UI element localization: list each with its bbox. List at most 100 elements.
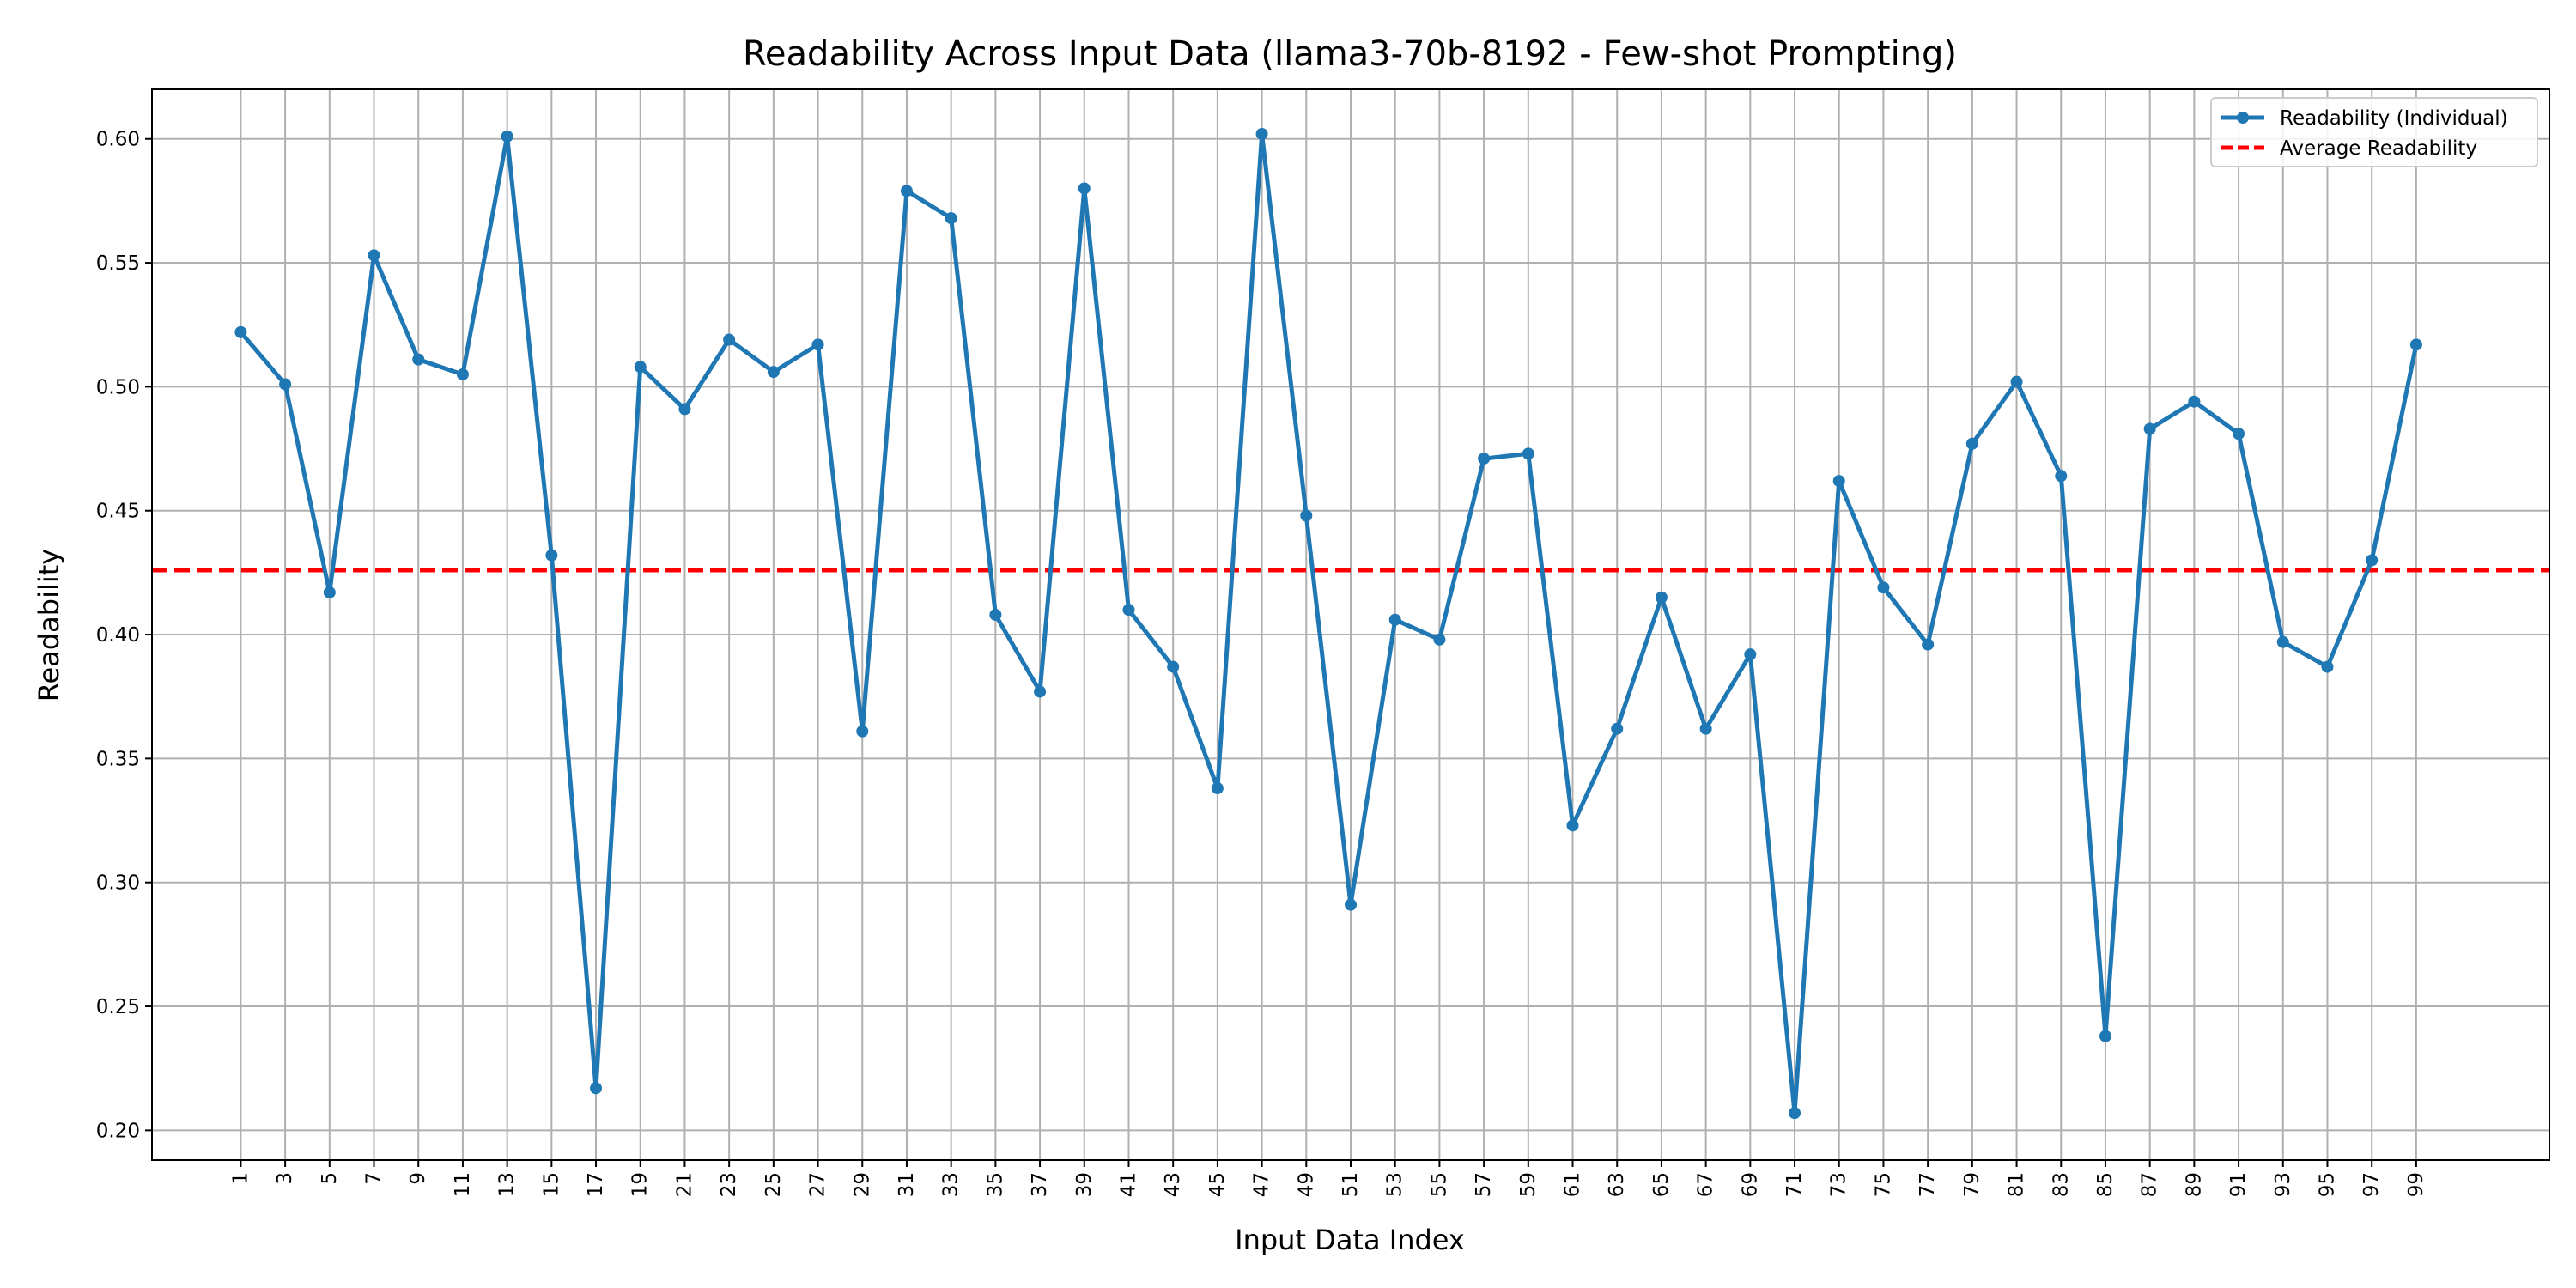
x-tick-label: 37 — [1029, 1172, 1051, 1197]
data-point — [1034, 685, 1047, 698]
x-tick-label: 51 — [1340, 1172, 1362, 1197]
data-point — [1832, 475, 1845, 488]
x-tick-label: 27 — [807, 1172, 829, 1197]
data-point — [1167, 660, 1180, 673]
x-tick-label: 9 — [407, 1172, 429, 1185]
data-point — [856, 725, 869, 738]
y-ticks: 0.20 0.25 0.30 0.35 0.40 0.45 0.50 0.55 0.60 — [96, 129, 152, 1142]
data-point — [1611, 722, 1624, 735]
x-tick-label: 93 — [2272, 1172, 2294, 1197]
data-point — [945, 212, 957, 225]
x-tick-label: 23 — [718, 1172, 740, 1197]
grid-lines — [152, 89, 2549, 1160]
x-axis-label: Input Data Index — [1235, 1224, 1465, 1256]
legend: Readability (Individual) Average Readabi… — [2210, 97, 2538, 167]
data-point — [1078, 182, 1091, 195]
data-point — [2099, 1030, 2111, 1042]
y-tick-label: 0.60 — [96, 129, 140, 151]
x-ticks: 1 3 5 7 9 11 13 15 17 19 21 23 25 27 29 31 33 35 37 39 41 43 4… — [229, 1160, 2427, 1197]
data-point — [1300, 509, 1313, 522]
x-tick-label: 19 — [629, 1172, 652, 1197]
data-point — [545, 549, 558, 562]
x-tick-label: 91 — [2227, 1172, 2250, 1197]
x-tick-label: 63 — [1606, 1172, 1628, 1197]
x-tick-label: 33 — [940, 1172, 963, 1197]
x-tick-label: 11 — [452, 1172, 474, 1197]
x-tick-label: 17 — [585, 1172, 607, 1197]
data-point — [456, 368, 469, 380]
data-point — [1211, 782, 1224, 795]
x-tick-label: 43 — [1162, 1172, 1184, 1197]
x-tick-label: 1 — [229, 1172, 252, 1185]
data-point — [1345, 898, 1357, 911]
data-point — [1655, 591, 1668, 604]
data-point — [2055, 470, 2068, 483]
data-point — [989, 608, 1002, 621]
x-tick-label: 47 — [1251, 1172, 1273, 1197]
x-tick-label: 81 — [2006, 1172, 2028, 1197]
x-tick-label: 85 — [2094, 1172, 2117, 1197]
series-line — [239, 131, 2419, 1115]
data-point — [2366, 554, 2379, 567]
data-point — [1744, 648, 1757, 661]
x-tick-label: 89 — [2183, 1172, 2205, 1197]
data-point — [1699, 722, 1712, 735]
data-point — [2010, 375, 2023, 388]
data-point — [412, 353, 425, 366]
data-point — [2233, 428, 2245, 440]
data-point — [900, 185, 913, 197]
x-tick-label: 73 — [1828, 1172, 1850, 1197]
x-tick-label: 59 — [1517, 1172, 1540, 1197]
x-tick-label: 87 — [2139, 1172, 2161, 1197]
x-tick-label: 39 — [1073, 1172, 1096, 1197]
data-point — [767, 366, 780, 379]
data-point — [1255, 127, 1268, 140]
x-tick-label: 65 — [1650, 1172, 1673, 1197]
x-tick-label: 79 — [1961, 1172, 1984, 1197]
y-tick-label: 0.20 — [96, 1120, 140, 1142]
data-point — [590, 1082, 603, 1095]
x-tick-label: 55 — [1428, 1172, 1450, 1197]
data-point — [811, 338, 824, 351]
data-point — [368, 249, 380, 262]
x-tick-label: 69 — [1739, 1172, 1761, 1197]
x-tick-label: 3 — [274, 1172, 296, 1185]
x-tick-label: 7 — [363, 1172, 386, 1185]
y-axis-label: Readability — [33, 549, 65, 702]
data-point — [1965, 437, 1978, 450]
x-tick-label: 45 — [1206, 1172, 1229, 1197]
data-point — [1522, 447, 1534, 460]
x-tick-label: 41 — [1117, 1172, 1139, 1197]
x-tick-label: 29 — [851, 1172, 873, 1197]
data-point — [2276, 635, 2289, 648]
data-point — [1922, 638, 1935, 651]
data-point — [1478, 453, 1491, 465]
data-point — [1388, 613, 1401, 626]
data-point — [2321, 660, 2334, 673]
y-tick-label: 0.30 — [96, 872, 140, 895]
x-tick-label: 67 — [1695, 1172, 1717, 1197]
legend-series-marker — [2237, 112, 2249, 124]
x-tick-label: 21 — [673, 1172, 696, 1197]
x-tick-label: 71 — [1783, 1172, 1806, 1197]
chart-title: Readability Across Input Data (llama3-70… — [743, 34, 1957, 74]
y-tick-label: 0.40 — [96, 624, 140, 647]
data-point — [678, 403, 691, 416]
x-tick-label: 95 — [2316, 1172, 2338, 1197]
y-tick-label: 0.55 — [96, 252, 140, 275]
x-tick-label: 83 — [2050, 1172, 2072, 1197]
data-point — [2188, 395, 2201, 408]
x-tick-label: 97 — [2360, 1172, 2383, 1197]
x-tick-label: 75 — [1872, 1172, 1894, 1197]
data-point — [1566, 819, 1579, 832]
x-tick-label: 49 — [1295, 1172, 1317, 1197]
data-point — [1789, 1107, 1801, 1120]
x-tick-label: 35 — [984, 1172, 1006, 1197]
x-tick-label: 5 — [319, 1172, 341, 1185]
data-point — [1877, 581, 1890, 594]
x-tick-label: 99 — [2405, 1172, 2427, 1197]
y-tick-label: 0.35 — [96, 748, 140, 770]
x-tick-label: 53 — [1384, 1172, 1406, 1197]
x-tick-label: 25 — [762, 1172, 785, 1197]
